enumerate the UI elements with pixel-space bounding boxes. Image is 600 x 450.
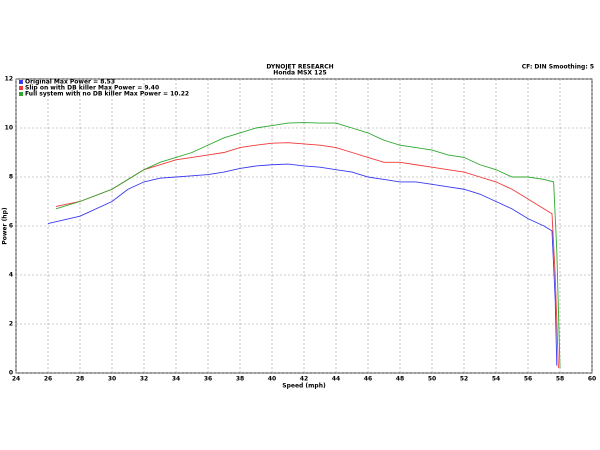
legend-swatch [19, 80, 23, 84]
legend-label: Full system with no DB killer Max Power … [25, 91, 189, 98]
x-tick-label: 34 [172, 376, 180, 383]
x-tick-label: 26 [44, 376, 52, 383]
legend-swatch [19, 86, 23, 90]
x-tick-label: 52 [460, 376, 468, 383]
chart-title: DYNOJET RESEARCH [266, 64, 333, 71]
series-line [55, 142, 559, 369]
x-tick-label: 44 [332, 376, 340, 383]
series-line [55, 122, 561, 369]
x-tick-label: 30 [108, 376, 116, 383]
x-tick-label: 58 [556, 376, 564, 383]
x-tick-label: 38 [236, 376, 244, 383]
x-tick-label: 56 [524, 376, 532, 383]
legend-swatch [19, 92, 23, 96]
x-tick-label: 32 [140, 376, 148, 383]
x-tick-label: 36 [204, 376, 212, 383]
x-tick-label: 48 [396, 376, 404, 383]
x-tick-label: 60 [588, 376, 596, 383]
x-tick-label: 40 [268, 376, 276, 383]
x-tick-label: 42 [300, 376, 308, 383]
y-tick-label: 10 [5, 125, 13, 132]
y-tick-label: 12 [5, 76, 13, 83]
x-axis-label: Speed (mph) [282, 383, 326, 390]
x-tick-label: 46 [364, 376, 372, 383]
x-tick-label: 24 [12, 376, 20, 383]
y-axis-label: Power (hp) [2, 207, 9, 244]
chart-subtitle: Honda MSX 125 [273, 70, 326, 77]
legend-label: Slip on with DB killer Max Power = 9.40 [25, 85, 159, 92]
y-tick-label: 0 [9, 370, 13, 377]
y-tick-label: 2 [9, 321, 13, 328]
series-line [47, 163, 558, 366]
annotation: CF: DIN Smoothing: 5 [522, 64, 594, 71]
x-tick-label: 28 [76, 376, 84, 383]
y-tick-label: 8 [9, 174, 13, 181]
x-tick-label: 50 [428, 376, 436, 383]
x-tick-label: 54 [492, 376, 500, 383]
y-tick-label: 6 [9, 223, 13, 230]
y-tick-label: 4 [9, 272, 13, 279]
legend-label: Original Max Power = 8.53 [25, 79, 115, 86]
